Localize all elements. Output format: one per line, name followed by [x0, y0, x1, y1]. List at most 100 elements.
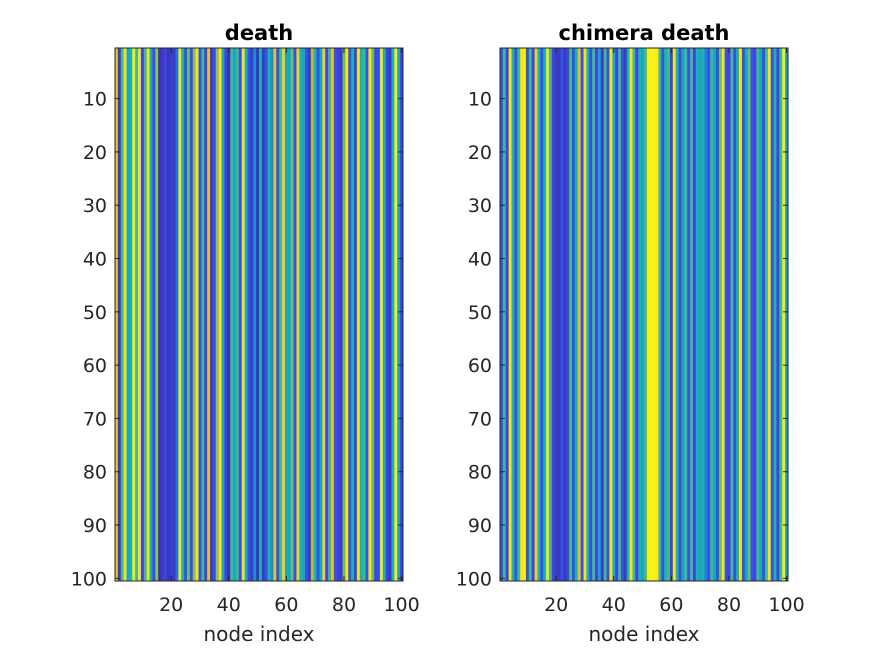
- heatmap-column-59: [667, 48, 671, 581]
- x-tick-label: 80: [332, 594, 356, 616]
- heatmap-column-55: [270, 48, 274, 581]
- x-axis-label: node index: [589, 622, 700, 646]
- heatmap-column-32: [589, 48, 593, 581]
- heatmap-column-42: [618, 48, 622, 581]
- x-tick-label: 100: [768, 594, 804, 616]
- heatmap-column-38: [221, 48, 225, 581]
- heatmap-column-35: [212, 48, 217, 581]
- heatmap-column-15: [540, 48, 544, 581]
- heatmap-column-77: [718, 48, 723, 581]
- y-tick-label: 50: [468, 302, 492, 324]
- heatmap-column-8: [520, 48, 524, 581]
- heatmap-column-54: [652, 48, 656, 581]
- heatmap-column-48: [635, 48, 639, 581]
- heatmap-column-58: [664, 48, 668, 581]
- heatmap-column-3: [120, 48, 125, 581]
- heatmap-column-70: [698, 48, 702, 581]
- heatmap-column-64: [681, 48, 685, 581]
- x-tick-label: 20: [544, 594, 568, 616]
- heatmap-column-72: [319, 48, 323, 581]
- heatmap-column-6: [129, 48, 133, 581]
- heatmap-column-46: [244, 48, 248, 581]
- heatmap-column-96: [773, 48, 777, 581]
- y-tick-label: 100: [71, 568, 107, 590]
- y-tick-label: 60: [83, 355, 107, 377]
- chart-title: chimera death: [559, 21, 730, 45]
- heatmap-column-52: [261, 48, 266, 581]
- heatmap-column-57: [276, 48, 280, 581]
- heatmap-column-76: [716, 48, 720, 581]
- heatmap-column-47: [632, 48, 636, 581]
- heatmap-column-9: [523, 48, 527, 581]
- heatmap-column-60: [284, 48, 289, 581]
- heatmap-column-17: [161, 48, 165, 581]
- heatmap-column-87: [362, 48, 366, 581]
- heatmap-column-33: [207, 48, 211, 581]
- heatmap-column-89: [368, 48, 372, 581]
- heatmap-column-13: [149, 48, 153, 581]
- heatmap-column-82: [348, 48, 352, 581]
- axes-box: [499, 47, 789, 582]
- x-tick-label: 40: [602, 594, 626, 616]
- heatmap-column-30: [198, 48, 202, 581]
- heatmap-column-33: [592, 48, 596, 581]
- heatmap-column-100: [785, 48, 789, 581]
- heatmap-column-24: [566, 48, 570, 581]
- heatmap-column-39: [224, 48, 228, 581]
- heatmap-column-83: [736, 48, 740, 581]
- heatmap-column-97: [391, 48, 395, 581]
- heatmap-column-100: [400, 48, 404, 581]
- heatmap-column-23: [563, 48, 567, 581]
- heatmap-column-36: [600, 48, 605, 581]
- heatmap-column-27: [574, 48, 579, 581]
- heatmap-column-41: [230, 48, 234, 581]
- heatmap-column-90: [756, 48, 760, 581]
- heatmap-column-48: [250, 48, 254, 581]
- heatmap-column-25: [184, 48, 188, 581]
- heatmap-column-63: [293, 48, 297, 581]
- heatmap-column-46: [629, 48, 633, 581]
- heatmap-column-5: [511, 48, 515, 581]
- heatmap-column-40: [227, 48, 231, 581]
- heatmap-column-35: [597, 48, 602, 581]
- y-tick-label: 30: [83, 195, 107, 217]
- heatmap-column-4: [123, 48, 127, 581]
- heatmap-column-29: [195, 48, 199, 581]
- heatmap-column-88: [365, 48, 369, 581]
- heatmap-column-26: [572, 48, 576, 581]
- heatmap-column-2: [117, 48, 122, 581]
- heatmap-column-72: [704, 48, 708, 581]
- heatmap-column-78: [721, 48, 726, 581]
- heatmap-column-97: [776, 48, 780, 581]
- heatmap-column-84: [354, 48, 358, 581]
- heatmap-column-16: [543, 48, 547, 581]
- heatmap-column-11: [528, 48, 533, 581]
- heatmap-column-5: [126, 48, 130, 581]
- heatmap-column-27: [189, 48, 194, 581]
- y-tick-label: 10: [468, 89, 492, 111]
- heatmap-column-1: [500, 48, 504, 581]
- heatmap-column-87: [747, 48, 751, 581]
- heatmap-column-21: [172, 48, 176, 581]
- heatmap-column-91: [374, 48, 378, 581]
- heatmap-column-65: [299, 48, 303, 581]
- heatmap-column-85: [356, 48, 361, 581]
- heatmap-column-49: [638, 48, 642, 581]
- x-tick-label: 80: [717, 594, 741, 616]
- heatmap-column-26: [187, 48, 191, 581]
- heatmap-column-92: [377, 48, 381, 581]
- heatmap-column-16: [158, 48, 162, 581]
- y-tick-label: 10: [83, 89, 107, 111]
- y-tick-label: 70: [83, 408, 107, 430]
- y-tick-label: 70: [468, 408, 492, 430]
- heatmap-column-39: [609, 48, 613, 581]
- heatmap-column-80: [727, 48, 731, 581]
- heatmap-column-13: [534, 48, 538, 581]
- heatmap-column-57: [661, 48, 665, 581]
- heatmap-column-74: [710, 48, 714, 581]
- heatmap-column-2: [502, 48, 507, 581]
- y-tick-label: 100: [456, 568, 492, 590]
- heatmap-column-71: [701, 48, 705, 581]
- heatmap-column-38: [606, 48, 610, 581]
- heatmap-column-98: [779, 48, 783, 581]
